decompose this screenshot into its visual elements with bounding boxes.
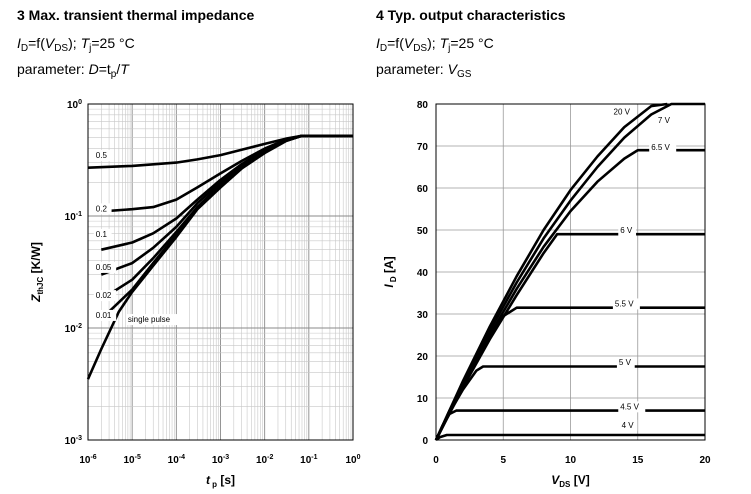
left-chart-title: 3 Max. transient thermal impedance xyxy=(17,7,255,23)
series-line-single-pulse xyxy=(86,134,353,380)
x-tick-label: 10-3 xyxy=(212,454,229,466)
y-tick-label: 10-1 xyxy=(65,211,82,223)
x-tick-label: 10-6 xyxy=(79,454,96,466)
series-label-bg xyxy=(93,290,117,302)
x-tick-label: 0 xyxy=(433,455,439,466)
series-label-bg xyxy=(616,357,635,369)
series-label-4-v: 4 V xyxy=(622,421,635,430)
x-tick-label: 10-4 xyxy=(168,454,185,466)
series-label-7-v: 7 V xyxy=(658,116,671,125)
x-tick-label: 100 xyxy=(345,454,360,466)
y-tick-label: 60 xyxy=(417,184,429,195)
right-grid xyxy=(435,103,706,441)
y-tick-label: 20 xyxy=(417,352,429,363)
x-tick-label: 20 xyxy=(699,455,711,466)
x-tick-label: 10-1 xyxy=(300,454,317,466)
series-label-bg xyxy=(619,419,638,431)
y-tick-label: 10-2 xyxy=(65,323,82,335)
series-label-5-5-v: 5.5 V xyxy=(615,299,634,308)
right-parameter-line: parameter: VGS xyxy=(376,61,472,80)
output-characteristics-chart: 20 V 7 V 6.5 V 6 V 5.5 V 5 V 4.5 V 4 V 0 5 10 15 20 0… xyxy=(382,100,711,489)
y-tick-label: 100 xyxy=(67,99,82,111)
series-line-4-v xyxy=(435,433,705,442)
x-tick-label: 10-2 xyxy=(256,454,273,466)
y-tick-label: 80 xyxy=(417,100,429,111)
y-tick-label: 40 xyxy=(417,268,429,279)
series-line-0-05 xyxy=(100,134,353,276)
series-label-0-01: 0.01 xyxy=(96,311,112,320)
y-tick-label: 70 xyxy=(417,142,429,153)
series-label-6-5-v: 6.5 V xyxy=(651,143,670,152)
series-label-bg xyxy=(649,142,677,154)
series-line-5-5-v xyxy=(434,306,705,441)
y-axis-title: ZthJC [K/W] xyxy=(29,242,45,303)
y-tick-label: 10-3 xyxy=(65,435,82,447)
series-label-0-05: 0.05 xyxy=(96,263,112,272)
series-label-bg xyxy=(93,261,117,273)
left-condition-line: ID=f(VDS); Tj=25 °C xyxy=(17,35,135,54)
series-label-bg xyxy=(93,309,117,321)
series-label-0-5: 0.5 xyxy=(96,151,108,160)
series-label-bg xyxy=(93,149,112,161)
series-label-bg xyxy=(618,401,646,413)
y-tick-label: 50 xyxy=(417,226,429,237)
y-tick-label: 0 xyxy=(422,436,428,447)
series-label-bg xyxy=(125,314,186,326)
series-line-4-5-v xyxy=(434,409,705,441)
series-label-bg xyxy=(618,224,637,236)
x-tick-label: 5 xyxy=(500,455,506,466)
series-label-4-5-v: 4.5 V xyxy=(620,402,639,411)
series-label-6-v: 6 V xyxy=(620,226,633,235)
series-line-20-v xyxy=(434,102,668,441)
y-tick-label: 10 xyxy=(417,394,429,405)
x-tick-label: 15 xyxy=(632,455,644,466)
y-axis-title: I D [A] xyxy=(382,256,398,287)
right-condition-line: ID=f(VDS); Tj=25 °C xyxy=(376,35,494,54)
series-label-bg xyxy=(93,228,112,240)
series-label-0-1: 0.1 xyxy=(96,230,108,239)
x-tick-label: 10-5 xyxy=(123,454,140,466)
series-line-0-01 xyxy=(100,134,353,321)
series-label-single-pulse: single pulse xyxy=(128,315,171,324)
left-parameter-line: parameter: D=tp/T xyxy=(17,61,129,80)
series-label-bg xyxy=(612,298,640,310)
series-label-0-2: 0.2 xyxy=(96,204,108,213)
series-label-20-v: 20 V xyxy=(614,108,631,117)
x-axis-title: t p [s] xyxy=(206,473,235,489)
series-label-5-v: 5 V xyxy=(619,358,632,367)
y-tick-label: 30 xyxy=(417,310,429,321)
series-label-bg xyxy=(93,203,112,215)
thermal-impedance-chart: 0.5 0.2 0.1 0.05 0.02 0.01 single pulse 10-6 10-… xyxy=(29,99,361,489)
x-tick-label: 10 xyxy=(565,455,577,466)
series-label-bg xyxy=(655,114,674,126)
x-axis-title: VDS [V] xyxy=(551,473,589,489)
series-label-bg xyxy=(611,106,634,118)
right-plot-frame xyxy=(435,103,706,441)
left-plot-frame xyxy=(87,103,354,441)
series-label-0-02: 0.02 xyxy=(96,291,112,300)
right-chart-title: 4 Typ. output characteristics xyxy=(376,7,566,23)
